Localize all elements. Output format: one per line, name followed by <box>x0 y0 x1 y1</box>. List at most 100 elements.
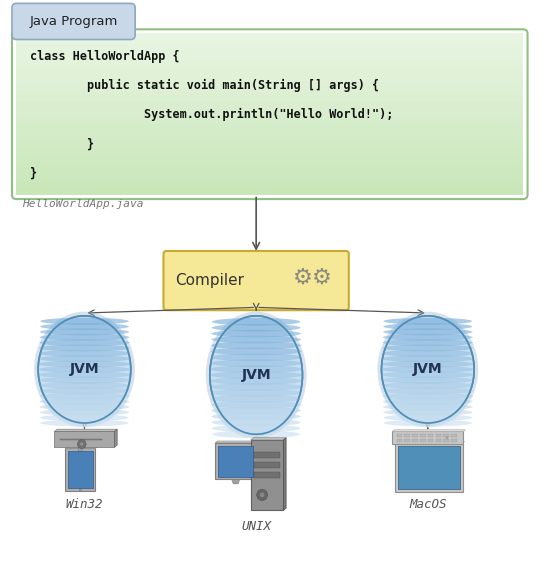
Polygon shape <box>254 472 280 478</box>
Ellipse shape <box>211 347 301 355</box>
Ellipse shape <box>383 345 473 351</box>
Ellipse shape <box>383 393 473 400</box>
Polygon shape <box>251 438 286 440</box>
Ellipse shape <box>206 311 306 439</box>
Bar <box>428 439 433 442</box>
Bar <box>16 92 523 98</box>
Ellipse shape <box>39 355 130 362</box>
Bar <box>16 135 523 141</box>
Ellipse shape <box>382 360 474 368</box>
Ellipse shape <box>39 377 130 384</box>
Text: JVM: JVM <box>241 368 271 382</box>
Bar <box>16 173 523 179</box>
Text: public static void main(String [] args) {: public static void main(String [] args) … <box>30 79 379 92</box>
Bar <box>16 50 523 55</box>
Bar <box>451 439 457 442</box>
Ellipse shape <box>210 383 302 391</box>
Polygon shape <box>78 447 83 491</box>
Polygon shape <box>215 443 256 479</box>
Ellipse shape <box>383 334 473 341</box>
FancyBboxPatch shape <box>164 251 349 310</box>
Bar <box>16 178 523 184</box>
Ellipse shape <box>39 350 130 357</box>
Text: HelloWorldApp.java: HelloWorldApp.java <box>22 199 143 209</box>
Bar <box>412 439 418 442</box>
Ellipse shape <box>383 398 473 405</box>
Ellipse shape <box>211 413 301 420</box>
Bar <box>16 38 523 45</box>
Ellipse shape <box>383 323 473 330</box>
FancyBboxPatch shape <box>12 3 135 39</box>
Ellipse shape <box>40 398 129 405</box>
Bar <box>16 65 523 71</box>
Text: }: } <box>30 167 37 180</box>
Ellipse shape <box>382 377 474 384</box>
Ellipse shape <box>383 403 473 411</box>
Bar <box>397 434 402 437</box>
Text: class HelloWorldApp {: class HelloWorldApp { <box>30 50 180 63</box>
Ellipse shape <box>38 316 131 423</box>
Ellipse shape <box>39 387 130 394</box>
Bar <box>428 434 433 437</box>
Bar <box>16 130 523 135</box>
Polygon shape <box>114 429 117 447</box>
Bar <box>397 439 402 442</box>
Bar <box>16 114 523 120</box>
Circle shape <box>257 489 268 501</box>
Bar <box>16 33 523 39</box>
Text: JVM: JVM <box>70 363 99 376</box>
Ellipse shape <box>39 393 130 400</box>
Ellipse shape <box>383 339 473 346</box>
Ellipse shape <box>210 316 302 434</box>
Ellipse shape <box>210 359 302 367</box>
Ellipse shape <box>38 360 131 368</box>
Text: Compiler: Compiler <box>175 274 244 288</box>
Bar <box>16 162 523 168</box>
Polygon shape <box>392 430 465 431</box>
Ellipse shape <box>40 323 129 330</box>
Ellipse shape <box>211 342 301 349</box>
Circle shape <box>80 442 83 446</box>
Bar <box>16 157 523 162</box>
Ellipse shape <box>210 371 302 379</box>
Bar <box>16 125 523 130</box>
Ellipse shape <box>210 354 302 361</box>
Ellipse shape <box>39 382 130 389</box>
Text: Win32: Win32 <box>66 498 103 511</box>
Bar <box>404 434 410 437</box>
Polygon shape <box>283 438 286 510</box>
Ellipse shape <box>211 336 301 343</box>
Polygon shape <box>65 448 95 491</box>
Bar <box>435 439 441 442</box>
Ellipse shape <box>40 414 129 421</box>
Ellipse shape <box>210 377 302 385</box>
Ellipse shape <box>382 316 474 423</box>
Bar <box>16 98 523 104</box>
Text: MacOS: MacOS <box>409 498 446 511</box>
Ellipse shape <box>210 389 302 396</box>
Bar <box>16 151 523 157</box>
Bar <box>420 439 426 442</box>
Bar <box>420 434 426 437</box>
Bar <box>404 439 410 442</box>
Bar <box>451 434 457 437</box>
Ellipse shape <box>211 418 301 426</box>
Ellipse shape <box>212 425 300 432</box>
Ellipse shape <box>384 420 472 426</box>
Ellipse shape <box>40 318 129 325</box>
Ellipse shape <box>377 311 479 428</box>
Ellipse shape <box>211 324 301 332</box>
Bar <box>412 434 418 437</box>
Ellipse shape <box>40 420 129 426</box>
Ellipse shape <box>383 387 473 394</box>
Polygon shape <box>395 443 463 492</box>
Ellipse shape <box>210 365 302 373</box>
Polygon shape <box>232 479 240 484</box>
Bar <box>16 188 523 195</box>
Ellipse shape <box>40 328 129 336</box>
Bar <box>16 87 523 92</box>
Ellipse shape <box>383 409 473 416</box>
Bar <box>16 167 523 173</box>
Text: ⚙⚙: ⚙⚙ <box>293 268 334 288</box>
Polygon shape <box>54 431 114 447</box>
